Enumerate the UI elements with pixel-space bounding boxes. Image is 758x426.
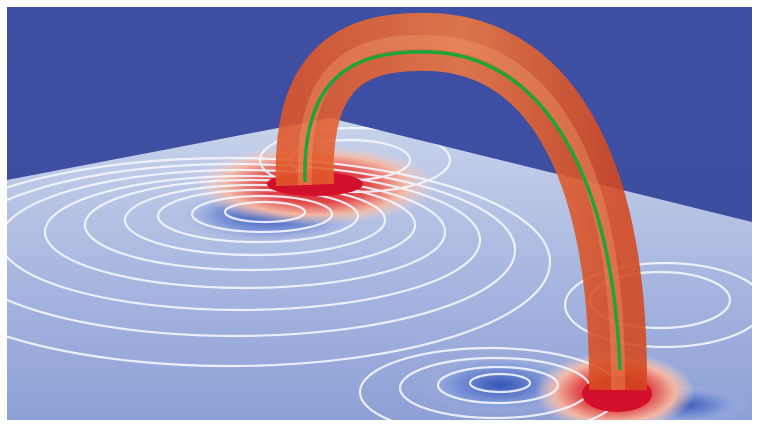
streamlines [7,126,752,420]
flux-tube [275,12,648,391]
flux-tube-highlight [297,34,626,391]
field-line [303,50,622,371]
